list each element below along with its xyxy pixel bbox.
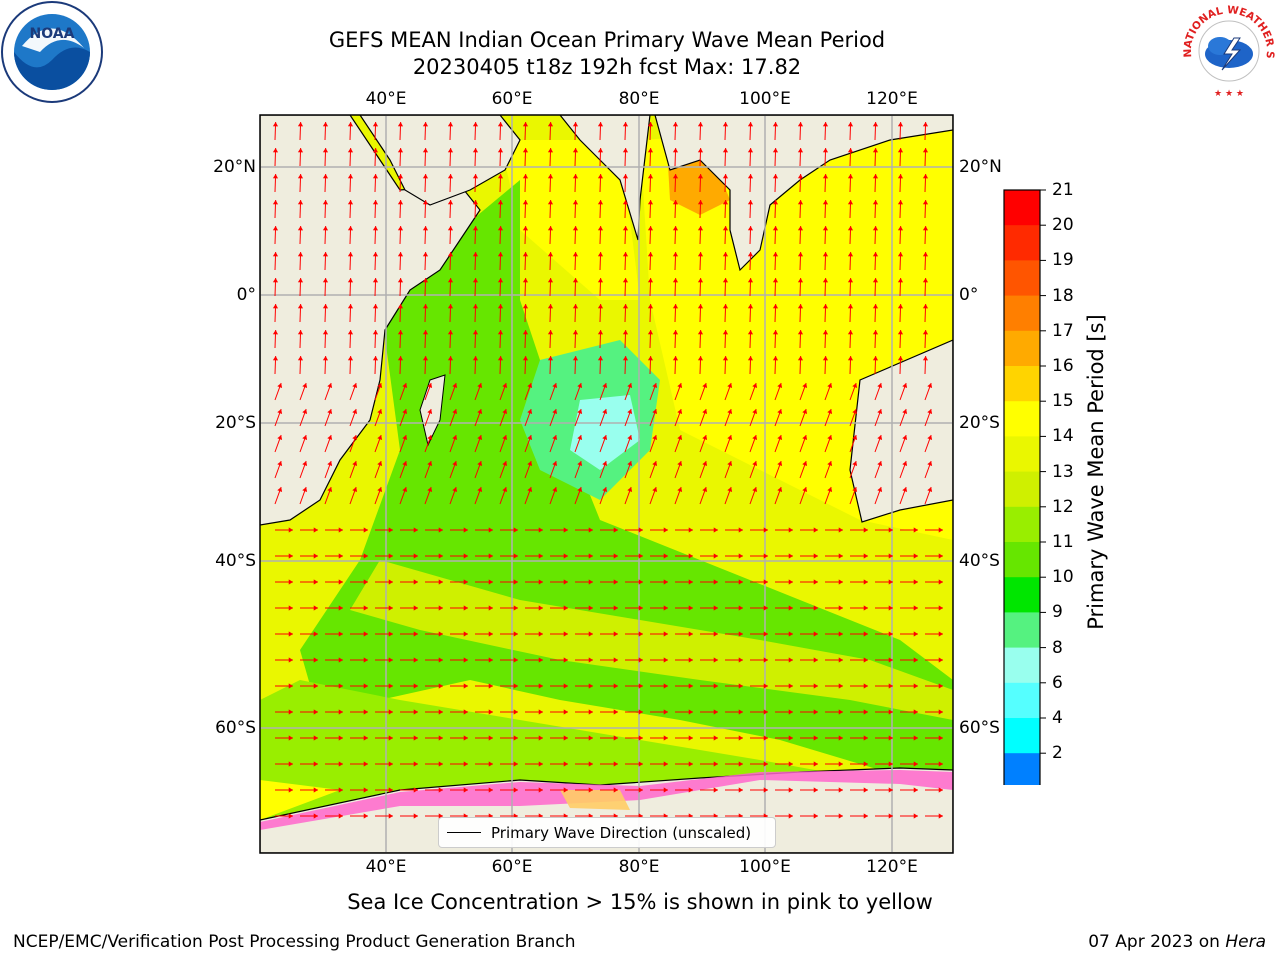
- colorbar-segment: [1004, 471, 1040, 508]
- footer-date: 07 Apr 2023 on Hera: [1088, 932, 1266, 952]
- map-frame: [259, 114, 954, 854]
- colorbar-tick-label: 8: [1052, 637, 1063, 658]
- period-zone-15s-arabian: [500, 140, 640, 300]
- colorbar-segment: [1004, 260, 1040, 297]
- colorbar-segment: [1004, 190, 1040, 226]
- lat-label-right-60s: 60°S: [959, 718, 1000, 738]
- lon-label-top-120e: 120°E: [866, 89, 918, 109]
- lon-label-bottom-80e: 80°E: [618, 857, 660, 877]
- colorbar-segment: [1004, 295, 1040, 332]
- colorbar-tick-label: 13: [1052, 461, 1074, 482]
- colorbar-segment: [1004, 612, 1040, 649]
- colorbar-segment: [1004, 542, 1040, 578]
- colorbar-tick-label: 9: [1052, 602, 1063, 623]
- lon-label-bottom-40e: 40°E: [365, 857, 407, 877]
- colorbar-tick-label: 2: [1052, 743, 1063, 764]
- lat-label-left-20s: 20°S: [215, 413, 256, 433]
- colorbar-segment: [1004, 436, 1040, 473]
- colorbar-segment: [1004, 577, 1040, 613]
- lon-label-top-60e: 60°E: [491, 89, 533, 109]
- svg-text:★ ★ ★: ★ ★ ★: [1214, 89, 1244, 99]
- period-zone-13s: [350, 560, 953, 720]
- map-legend: Primary Wave Direction (unscaled): [438, 817, 776, 848]
- noaa-logo: NOAA: [1, 1, 103, 103]
- lat-label-left-60s: 60°S: [215, 718, 256, 738]
- colorbar-segment: [1004, 753, 1040, 785]
- lat-label-right-20s: 20°S: [959, 413, 1000, 433]
- colorbar-tick-label: 10: [1052, 567, 1074, 588]
- footer-credit: NCEP/EMC/Verification Post Processing Pr…: [13, 932, 576, 952]
- colorbar-segment: [1004, 225, 1040, 261]
- colorbar-tick-label: 12: [1052, 496, 1074, 517]
- colorbar-tick-label: 20: [1052, 215, 1074, 236]
- lon-label-top-100e: 100°E: [739, 89, 791, 109]
- sea-ice-caption: Sea Ice Concentration > 15% is shown in …: [347, 890, 933, 914]
- colorbar-tick-label: 11: [1052, 532, 1074, 552]
- colorbar-tick-label: 16: [1052, 356, 1074, 376]
- colorbar-tick-label: 19: [1052, 250, 1074, 271]
- colorbar-segment: [1004, 366, 1040, 402]
- lon-label-top-40e: 40°E: [365, 89, 407, 109]
- lat-label-left-40s: 40°S: [215, 551, 256, 571]
- period-zone-8s: [570, 395, 640, 470]
- colorbar-tick-label: 4: [1052, 708, 1063, 728]
- colorbar: [1003, 189, 1046, 785]
- wave-direction-arrows: [272, 121, 943, 819]
- lat-label-right-40s: 40°S: [959, 551, 1000, 571]
- land-madagascar: [419, 374, 446, 447]
- colorbar-segment: [1004, 401, 1040, 437]
- colorbar-tick-label: 6: [1052, 672, 1063, 693]
- lat-label-right-20n: 20°N: [959, 157, 1002, 177]
- colorbar-frame: [1003, 189, 1041, 785]
- legend-line-swatch: [447, 832, 481, 833]
- legend-label: Primary Wave Direction (unscaled): [491, 823, 752, 842]
- colorbar-segment: [1004, 506, 1040, 543]
- lat-label-left-0: 0°: [236, 285, 256, 305]
- svg-text:NOAA: NOAA: [30, 26, 75, 42]
- lat-label-right-0: 0°: [959, 285, 979, 305]
- colorbar-tick-label: 21: [1052, 180, 1074, 200]
- colorbar-segment: [1004, 718, 1040, 754]
- colorbar-tick-label: 18: [1052, 285, 1074, 306]
- chart-subtitle: 20230405 t18z 192h fcst Max: 17.82: [412, 55, 802, 79]
- land-india: [559, 115, 651, 241]
- footer-machine: Hera: [1225, 932, 1266, 952]
- lat-label-left-20n: 20°N: [213, 157, 256, 177]
- colorbar-label: Primary Wave Mean Period [s]: [1084, 314, 1108, 630]
- map-layers: [260, 115, 953, 853]
- nws-logo: NATIONAL WEATHER SERVICE ★ ★ ★: [1178, 0, 1277, 99]
- lon-label-bottom-100e: 100°E: [739, 857, 791, 877]
- colorbar-segment: [1004, 682, 1040, 719]
- colorbar-segment: [1004, 647, 1040, 684]
- chart-title: GEFS MEAN Indian Ocean Primary Wave Mean…: [328, 28, 886, 52]
- colorbar-segment: [1004, 330, 1040, 367]
- colorbar-tick-label: 15: [1052, 391, 1074, 412]
- lon-label-bottom-120e: 120°E: [866, 857, 918, 877]
- sea-ice-high-concentration: [560, 790, 630, 810]
- colorbar-tick-label: 14: [1052, 426, 1074, 447]
- colorbar-tick-label: 17: [1052, 320, 1074, 341]
- lon-label-bottom-60e: 60°E: [491, 857, 533, 877]
- lon-label-top-80e: 80°E: [618, 89, 660, 109]
